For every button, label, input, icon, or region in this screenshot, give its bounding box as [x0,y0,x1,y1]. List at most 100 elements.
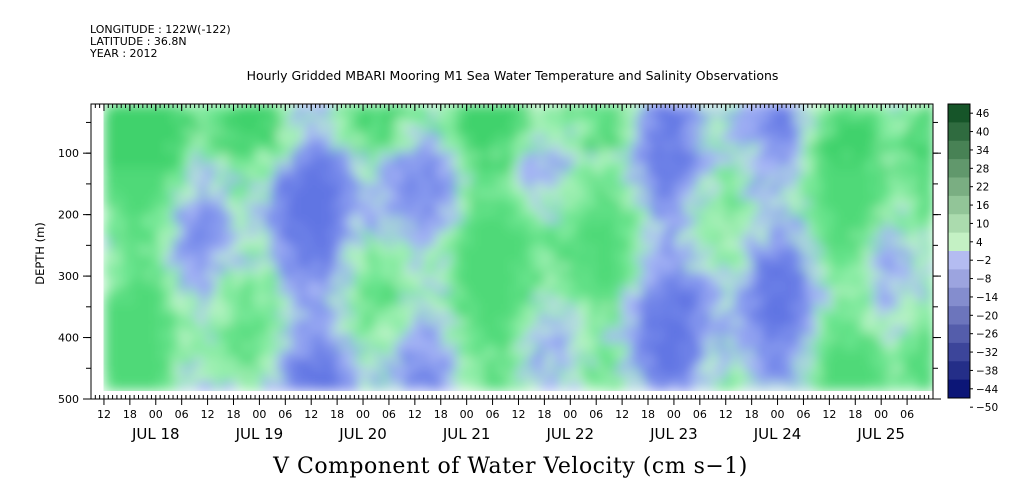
heatmap-cell [642,231,651,240]
heatmap-cell [642,373,651,383]
heatmap-cell [407,318,416,328]
heatmap-cell [228,246,237,256]
heatmap-cell [235,326,244,336]
heatmap-cell [221,135,230,145]
heatmap-cell [649,151,658,161]
heatmap-cell [262,262,271,272]
heatmap-cell [117,254,126,264]
heatmap-cell [629,270,637,280]
heatmap-cell [290,223,299,233]
heatmap-cell [601,294,610,304]
heatmap-cell [898,286,907,296]
heatmap-cell [739,119,748,129]
heatmap-cell [884,358,893,367]
heatmap-cell [366,342,375,352]
heatmap-cell [629,318,637,328]
heatmap-cell [221,231,230,240]
heatmap-cell [663,215,672,225]
heatmap-cell [566,143,575,153]
heatmap-cell [483,350,492,360]
heatmap-cell [691,262,700,272]
heatmap-cell [338,175,347,185]
heatmap-cell [553,151,561,161]
heatmap-cell [629,191,637,201]
heatmap-cell [801,183,810,193]
heatmap-cell [407,135,416,145]
heatmap-cell [718,381,727,391]
heatmap-cell [705,381,713,391]
heatmap-cell [905,167,914,177]
heatmap-cell [152,278,161,288]
heatmap-cell [186,111,195,121]
heatmap-cell [449,207,458,217]
heatmap-cell [808,191,817,201]
heatmap-cell [304,246,313,256]
heatmap-cell [774,262,783,272]
heatmap-cell [414,262,423,272]
heatmap-cell [352,175,361,185]
heatmap-cell [117,223,126,233]
heatmap-cell [373,342,382,352]
heatmap-cell [283,326,292,336]
heatmap-cell [843,381,852,391]
heatmap-cell [815,262,824,272]
heatmap-cell [698,207,707,217]
heatmap-cell [242,350,251,360]
heatmap-cell [269,191,278,201]
heatmap-cell [387,302,396,312]
heatmap-cell [553,207,561,217]
heatmap-cell [497,135,506,145]
heatmap-cell [414,278,423,288]
heatmap-cell [705,365,713,375]
heatmap-cell [912,104,921,113]
heatmap-cell [912,334,921,344]
heatmap-cell [449,151,458,161]
heatmap-cell [898,183,907,193]
heatmap-cell [870,326,879,336]
heatmap-cell [912,111,921,121]
heatmap-cell [373,238,382,248]
heatmap-cell [580,175,589,185]
heatmap-cell [173,151,181,161]
heatmap-cell [594,159,603,169]
heatmap-cell [456,167,465,177]
heatmap-cell [456,207,465,217]
heatmap-cell [483,286,492,296]
heatmap-cell [739,270,748,280]
heatmap-cell [262,318,271,328]
heatmap-cell [546,365,555,375]
heatmap-cell [635,302,644,312]
heatmap-cell [898,191,907,201]
heatmap-cell [255,381,264,391]
heatmap-cell [739,350,748,360]
heatmap-cell [525,199,534,209]
heatmap-cell [255,302,264,312]
heatmap-cell [753,199,762,209]
heatmap-cell [774,318,783,328]
heatmap-cell [407,302,416,312]
heatmap-cell [663,207,672,217]
heatmap-cell [435,350,444,360]
heatmap-cell [470,111,479,121]
heatmap-cell [760,231,769,240]
heatmap-cell [711,183,720,193]
heatmap-cell [594,262,603,272]
heatmap-cell [794,135,803,145]
heatmap-cell [635,238,644,248]
heatmap-cell [255,223,264,233]
heatmap-cell [670,286,679,296]
heatmap-cell [490,215,499,225]
heatmap-cell [684,231,693,240]
heatmap-cell [359,270,368,280]
heatmap-cell [255,254,264,264]
heatmap-cell [138,310,147,320]
heatmap-cell [297,127,306,137]
heatmap-cell [262,365,271,375]
heatmap-cell [276,191,285,201]
heatmap-cell [573,119,582,129]
heatmap-cell [829,207,838,217]
heatmap-cell [318,358,327,367]
heatmap-cell [877,350,886,360]
heatmap-cell [373,199,382,209]
heatmap-cell [746,246,755,256]
